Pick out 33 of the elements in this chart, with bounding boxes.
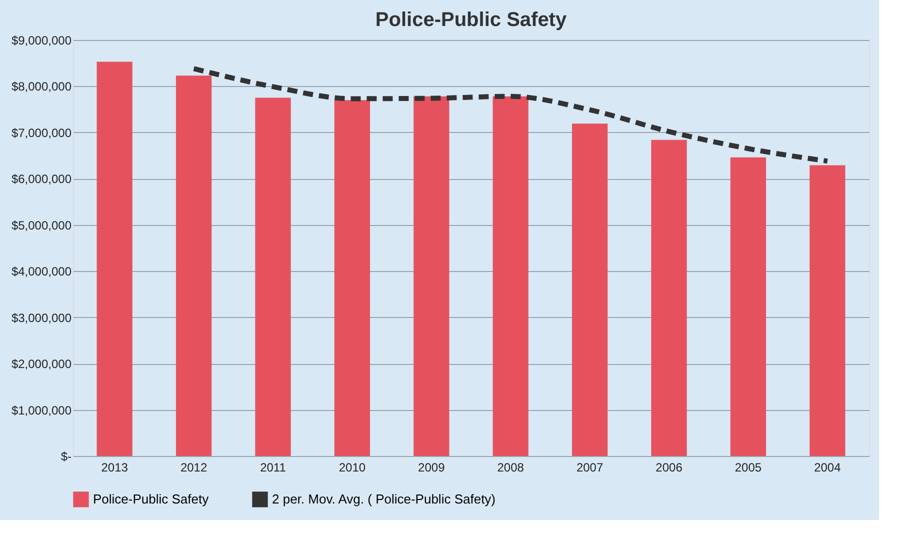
legend-label: 2 per. Mov. Avg. ( Police-Public Safety)	[272, 491, 496, 506]
y-tick-label: $4,000,000	[11, 264, 72, 279]
bar	[651, 140, 687, 456]
bar	[810, 165, 846, 456]
y-tick-label: $5,000,000	[11, 218, 72, 232]
bar	[414, 96, 450, 456]
bar	[492, 96, 528, 456]
y-tick-label: $9,000,000	[11, 34, 72, 48]
x-tick-label: 2012	[180, 460, 208, 474]
y-tick-label: $-	[60, 450, 72, 464]
bar	[176, 76, 212, 456]
bar	[730, 157, 766, 456]
x-tick-label: 2006	[656, 460, 683, 474]
bar	[334, 100, 370, 456]
x-tick-label: 2009	[418, 460, 446, 474]
x-tick-label: 2013	[101, 460, 128, 474]
x-tick-label: 2004	[814, 460, 842, 474]
legend-label: Police-Public Safety	[93, 491, 210, 506]
y-tick-label: $7,000,000	[11, 126, 72, 140]
bar	[96, 62, 132, 456]
x-tick-label: 2011	[260, 460, 286, 474]
bar	[572, 124, 608, 456]
x-tick-label: 2010	[338, 460, 366, 474]
x-tick-label: 2005	[734, 460, 762, 474]
y-tick-label: $6,000,000	[11, 172, 72, 186]
x-tick-label: 2007	[576, 460, 604, 474]
bar	[255, 98, 291, 456]
y-tick-label: $2,000,000	[11, 357, 72, 372]
x-tick-label: 2008	[497, 460, 524, 474]
y-tick-label: $3,000,000	[11, 310, 72, 325]
y-tick-label: $1,000,000	[11, 403, 72, 418]
chart-title: Police-Public Safety	[375, 9, 568, 31]
y-tick-label: $8,000,000	[11, 80, 72, 94]
